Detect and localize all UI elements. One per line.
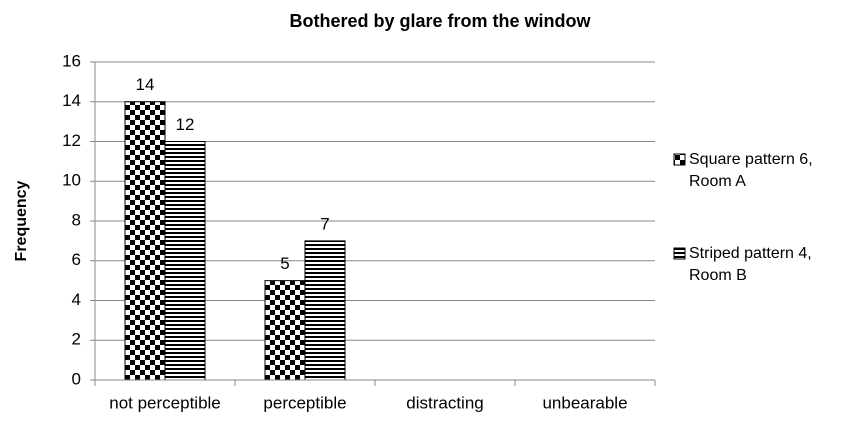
bar [264,280,306,381]
bar [164,141,206,381]
x-tick-label: unbearable [542,393,627,412]
y-tick-label: 16 [62,51,81,70]
bar [304,240,346,381]
legend-swatch [673,247,686,260]
y-tick-label: 10 [62,171,81,190]
x-tick-label: distracting [406,393,483,412]
y-tick-label: 8 [72,210,81,229]
y-axis-label: Frequency [13,180,30,261]
data-label: 12 [176,115,195,134]
y-tick-label: 6 [72,250,81,269]
chart-title: Bothered by glare from the window [289,11,591,31]
data-label: 14 [136,75,155,94]
y-tick-label: 0 [72,369,81,388]
x-tick-label: not perceptible [109,393,221,412]
data-label: 5 [280,254,289,273]
bar [124,101,166,381]
legend-swatch [673,153,686,166]
y-tick-label: 12 [62,131,81,150]
legend-label: Square pattern 6, Room A [689,151,813,190]
y-tick-label: 2 [72,330,81,349]
legend-label: Striped pattern 4, Room B [689,245,812,284]
data-label: 7 [320,214,329,233]
y-tick-label: 4 [72,290,81,309]
x-tick-label: perceptible [263,393,346,412]
y-tick-label: 14 [62,91,81,110]
